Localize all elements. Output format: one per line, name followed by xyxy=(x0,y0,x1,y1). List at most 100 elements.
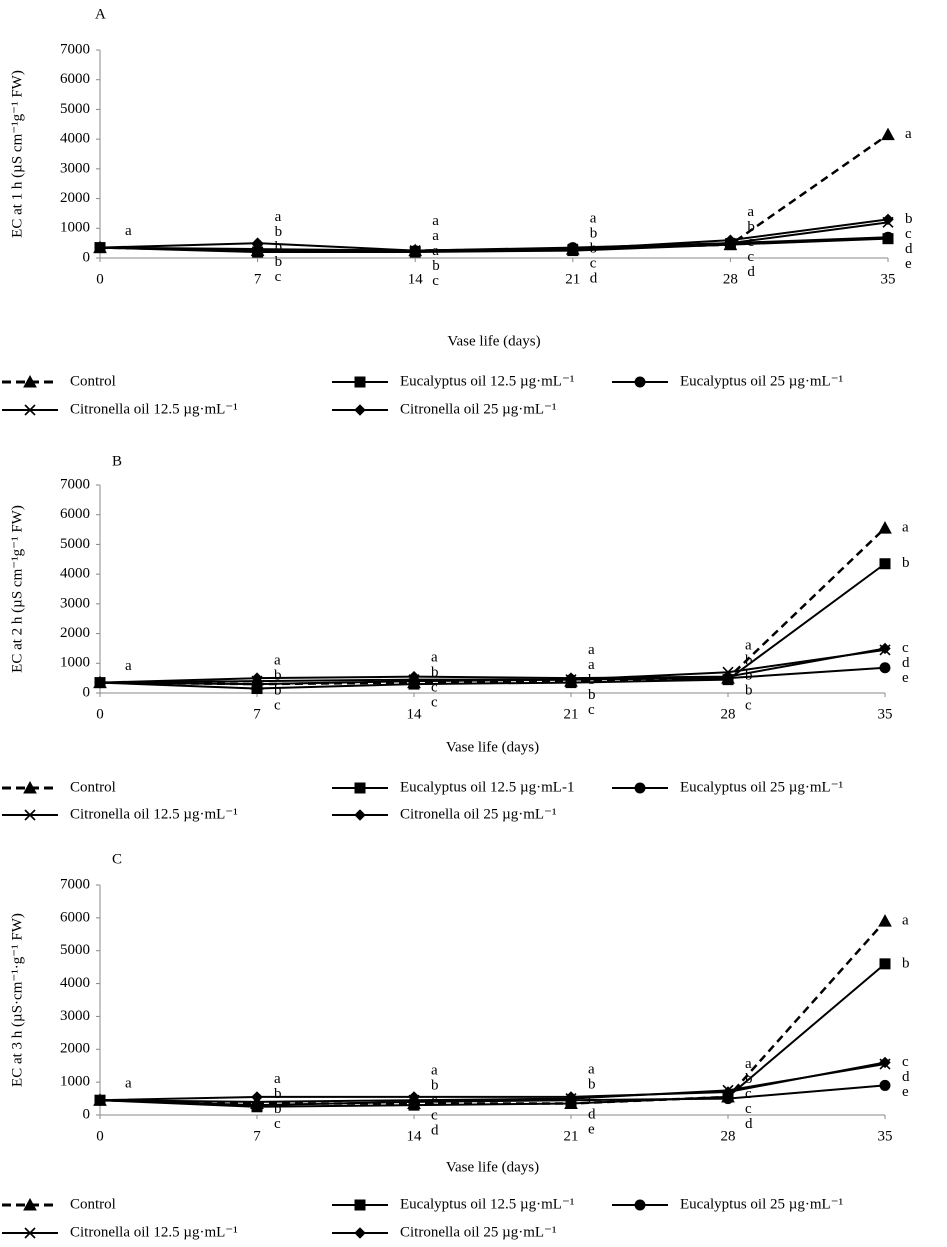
significance-letter: b xyxy=(902,555,910,571)
legend-label: Eucalyptus oil 12.5 µg·mL⁻¹ xyxy=(400,373,574,389)
significance-letter: a xyxy=(905,126,912,142)
legend-label: Citronella oil 12.5 µg·mL⁻¹ xyxy=(70,1224,238,1240)
legend-label: Control xyxy=(70,779,116,795)
significance-letter: b xyxy=(274,1101,282,1117)
significance-letter: e xyxy=(902,670,909,686)
significance-letter: a xyxy=(432,213,439,229)
y-tick-label: 0 xyxy=(83,249,91,265)
significance-letter: e xyxy=(588,1122,595,1138)
series-line xyxy=(100,222,888,250)
significance-letter: b xyxy=(275,224,283,240)
panel-label: B xyxy=(112,453,122,469)
marker-circle xyxy=(880,663,890,673)
significance-letter: b xyxy=(431,664,439,680)
legend-label: Eucalyptus oil 25 µg·mL⁻¹ xyxy=(680,779,843,795)
significance-letter: c xyxy=(745,1101,752,1117)
significance-letter: a xyxy=(432,243,439,259)
x-tick-label: 7 xyxy=(254,271,262,287)
x-tick-label: 35 xyxy=(878,1128,893,1144)
x-tick-label: 7 xyxy=(253,1128,261,1144)
y-tick-label: 0 xyxy=(83,684,91,700)
significance-letter: a xyxy=(902,520,909,536)
x-tick-label: 21 xyxy=(564,1128,579,1144)
significance-letter: b xyxy=(745,1071,753,1087)
marker-diamond xyxy=(252,1092,262,1102)
significance-letter: d xyxy=(745,1116,753,1132)
x-tick-label: 0 xyxy=(96,706,104,722)
legend-label: Eucalyptus oil 25 µg·mL⁻¹ xyxy=(680,373,843,389)
significance-letter: c xyxy=(431,679,438,695)
significance-letter: b xyxy=(274,682,282,698)
legend-label: Citronella oil 25 µg·mL⁻¹ xyxy=(400,806,556,822)
marker-triangle xyxy=(879,915,891,926)
legend-label: Citronella oil 25 µg·mL⁻¹ xyxy=(400,401,556,417)
marker-circle xyxy=(635,377,645,387)
significance-letter: a xyxy=(125,223,132,239)
significance-letter: b xyxy=(588,672,596,688)
x-tick-label: 21 xyxy=(564,706,579,722)
significance-letter: b xyxy=(275,239,283,255)
x-axis-title: Vase life (days) xyxy=(447,333,540,349)
series-line xyxy=(100,921,885,1103)
significance-letter: d xyxy=(902,1069,910,1085)
significance-letter: b xyxy=(902,955,910,971)
legend-label: Control xyxy=(70,373,116,389)
x-tick-label: 28 xyxy=(721,706,736,722)
significance-letter: b xyxy=(590,226,598,242)
y-tick-label: 7000 xyxy=(60,41,90,57)
x-tick-label: 28 xyxy=(721,1128,736,1144)
significance-letter: c xyxy=(432,273,439,289)
series-line xyxy=(100,135,888,251)
significance-letter: c xyxy=(905,226,912,242)
y-tick-label: 5000 xyxy=(60,942,90,958)
figure: A010002000300040005000600070000714212835… xyxy=(0,0,947,1247)
significance-letter: d xyxy=(905,241,913,257)
significance-letter: b xyxy=(590,241,598,257)
y-tick-label: 6000 xyxy=(60,71,90,87)
y-tick-label: 6000 xyxy=(60,506,90,522)
significance-letter: c xyxy=(431,1092,438,1108)
significance-letter: c xyxy=(745,697,752,713)
significance-letter: a xyxy=(431,1062,438,1078)
significance-letter: b xyxy=(745,652,753,668)
y-tick-label: 4000 xyxy=(60,131,90,147)
legend-label: Eucalyptus oil 25 µg·mL⁻¹ xyxy=(680,1196,843,1212)
marker-square xyxy=(880,959,890,969)
y-tick-label: 1000 xyxy=(60,1074,90,1090)
significance-letter: a xyxy=(745,637,752,653)
y-tick-label: 5000 xyxy=(60,101,90,117)
x-tick-label: 21 xyxy=(565,271,580,287)
legend-label: Citronella oil 25 µg·mL⁻¹ xyxy=(400,1224,556,1240)
marker-circle xyxy=(635,783,645,793)
y-tick-label: 3000 xyxy=(60,1008,90,1024)
significance-letter: b xyxy=(274,667,282,683)
marker-circle xyxy=(880,1080,890,1090)
marker-diamond xyxy=(880,1057,890,1067)
significance-letter: d xyxy=(747,264,755,280)
significance-letter: d xyxy=(588,1107,596,1123)
significance-letter: b xyxy=(432,258,440,274)
significance-letter: e xyxy=(905,256,912,272)
significance-letter: a xyxy=(590,211,597,227)
significance-letter: c xyxy=(274,1116,281,1132)
significance-letter: a xyxy=(432,228,439,244)
y-tick-label: 1000 xyxy=(60,220,90,236)
significance-letter: d xyxy=(590,271,598,287)
significance-letter: c xyxy=(431,1107,438,1123)
significance-letter: b xyxy=(588,1077,596,1093)
y-tick-label: 3000 xyxy=(60,595,90,611)
marker-triangle xyxy=(879,522,891,533)
significance-letter: d xyxy=(902,655,910,671)
y-axis-title: EC at 1 h (µS cm⁻¹g⁻¹ FW) xyxy=(9,70,25,238)
x-tick-label: 35 xyxy=(881,271,896,287)
significance-letter: b xyxy=(747,219,755,235)
panel-label: C xyxy=(112,851,122,867)
marker-square xyxy=(355,783,365,793)
x-tick-label: 0 xyxy=(96,271,104,287)
significance-letter: a xyxy=(125,658,132,674)
panel-label: A xyxy=(95,6,106,22)
x-tick-label: 14 xyxy=(407,1128,423,1144)
significance-letter: a xyxy=(431,649,438,665)
significance-letter: b xyxy=(745,667,753,683)
significance-letter: c xyxy=(275,269,282,285)
